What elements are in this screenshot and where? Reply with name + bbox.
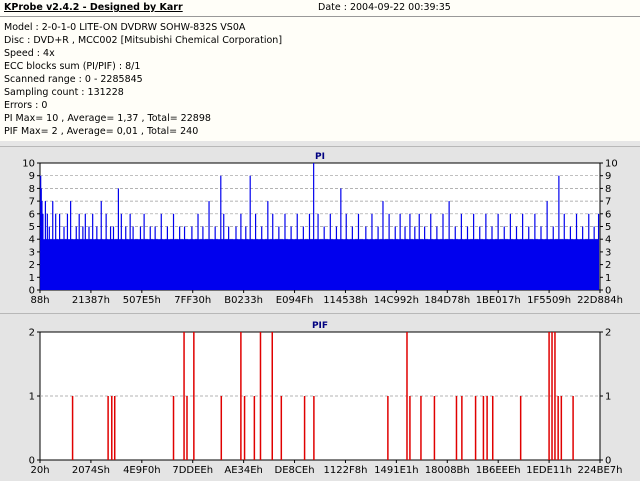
y-tick-label-left: 6 [29, 209, 35, 220]
info-pif-stats: PIF Max= 2 , Average= 0,01 , Total= 240 [4, 126, 199, 137]
y-tick-label-left: 4 [29, 235, 35, 246]
y-tick-label-left: 5 [29, 222, 35, 233]
x-tick-label: 22D884h [577, 295, 623, 306]
info-errors: Errors : 0 [4, 100, 48, 111]
info-sampling-count: Sampling count : 131228 [4, 87, 124, 98]
info-panel: KProbe v2.4.2 - Designed by Karr Date : … [0, 0, 640, 141]
pi-baseline-band [41, 239, 599, 290]
x-tick-label: 7FF30h [174, 295, 211, 306]
y-tick-label-left: 9 [29, 171, 35, 182]
x-tick-label: 1BE017h [476, 295, 521, 306]
y-tick-label-right: 2 [605, 328, 611, 339]
x-tick-label: 224BE7h [578, 465, 623, 476]
y-tick-label-right: 0 [605, 456, 611, 467]
y-tick-label-left: 8 [29, 184, 35, 195]
y-tick-label-left: 2 [29, 328, 35, 339]
y-tick-label-right: 1 [605, 273, 611, 284]
x-tick-label: 88h [30, 295, 49, 306]
y-tick-label-left: 0 [29, 286, 35, 297]
info-scanned-range: Scanned range : 0 - 2285845 [4, 74, 143, 85]
chart-title: PI [315, 152, 325, 162]
app-title: KProbe v2.4.2 - Designed by Karr [4, 2, 183, 13]
y-tick-label-left: 3 [29, 247, 35, 258]
header-separator [0, 16, 640, 17]
y-tick-label-left: 1 [29, 392, 35, 403]
x-tick-label: E094Fh [276, 295, 314, 306]
x-tick-label: 1491E1h [374, 465, 418, 476]
x-tick-label: AE34Eh [224, 465, 263, 476]
y-tick-label-right: 0 [605, 286, 611, 297]
x-tick-label: DE8CEh [275, 465, 315, 476]
x-tick-label: 1B6EEEh [476, 465, 521, 476]
x-tick-label: 18008Bh [425, 465, 470, 476]
y-tick-label-right: 9 [605, 171, 611, 182]
info-disc: Disc : DVD+R , MCC002 [Mitsubishi Chemic… [4, 35, 283, 46]
x-tick-label: 2074Sh [72, 465, 110, 476]
y-tick-label-left: 2 [29, 260, 35, 271]
x-tick-label: 14C992h [374, 295, 419, 306]
pif-chart: PIF 0 0 1 1 2 2 20h 2074Sh 4E9F0h 7DDEEh AE34Eh DE8C… [29, 321, 623, 476]
scan-date: Date : 2004-09-22 00:39:35 [318, 2, 451, 13]
x-tick-label: 114538h [323, 295, 368, 306]
y-tick-label-right: 8 [605, 184, 611, 195]
y-tick-label-right: 10 [605, 159, 618, 170]
pif-chart-panel: PIF 0 0 1 1 2 2 20h 2074Sh 4E9F0h 7DDEEh AE34Eh DE8C… [0, 313, 640, 481]
x-tick-label: 1F5509h [527, 295, 571, 306]
x-tick-label: 4E9F0h [123, 465, 161, 476]
x-tick-label: 507E5h [123, 295, 161, 306]
y-tick-label-right: 7 [605, 197, 611, 208]
info-ecc-blocks: ECC blocks sum (PI/PIF) : 8/1 [4, 61, 141, 72]
chart-title: PIF [312, 321, 328, 331]
y-tick-label-right: 6 [605, 209, 611, 220]
x-tick-label: 21387h [72, 295, 110, 306]
y-tick-label-left: 1 [29, 273, 35, 284]
x-tick-label: 1EDE11h [526, 465, 572, 476]
x-tick-label: B0233h [224, 295, 263, 306]
info-speed: Speed : 4x [4, 48, 55, 59]
y-tick-label-left: 7 [29, 197, 35, 208]
y-tick-label-right: 4 [605, 235, 611, 246]
x-tick-label: 184D78h [424, 295, 470, 306]
y-tick-label-left: 10 [22, 159, 35, 170]
x-tick-label: 1122F8h [324, 465, 368, 476]
y-tick-label-right: 3 [605, 247, 611, 258]
x-tick-label: 20h [30, 465, 49, 476]
y-tick-label-right: 5 [605, 222, 611, 233]
y-tick-label-left: 0 [29, 456, 35, 467]
info-model: Model : 2-0-1-0 LITE-ON DVDRW SOHW-832S … [4, 22, 246, 33]
x-tick-label: 7DDEEh [172, 465, 213, 476]
y-tick-label-right: 2 [605, 260, 611, 271]
pi-chart-panel: PI 0 0 1 1 2 2 3 3 4 4 5 5 6 6 7 7 8 8 9 9 10 10 88h 21387h 507E5… [0, 146, 640, 310]
y-tick-label-right: 1 [605, 392, 611, 403]
info-pi-stats: PI Max= 10 , Average= 1,37 , Total= 2289… [4, 113, 211, 124]
